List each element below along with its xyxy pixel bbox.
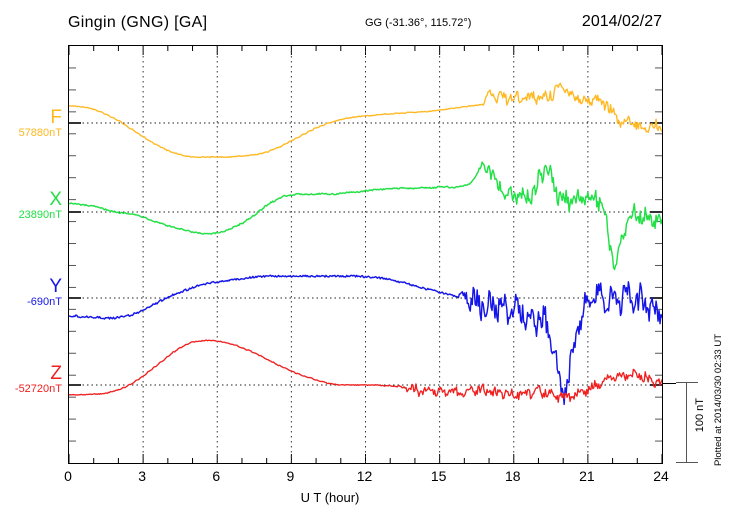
x-tick-label-24: 24 bbox=[653, 468, 669, 484]
component-label-y: Y -690nT bbox=[6, 277, 62, 309]
scale-bar-label: 100 nT bbox=[694, 398, 706, 433]
x-tick-label-9: 9 bbox=[286, 468, 295, 484]
scale-bar-line bbox=[686, 382, 688, 463]
component-letter-x: X bbox=[49, 189, 62, 210]
geographic-coordinates: GG (-31.36°, 115.72°) bbox=[365, 17, 472, 29]
x-tick-label-18: 18 bbox=[504, 468, 521, 484]
observation-date: 2014/02/27 bbox=[581, 13, 662, 30]
plotted-timestamp: Plotted at 2014/03/30 02:33 UT bbox=[713, 334, 724, 467]
component-label-z: Z -52720nT bbox=[6, 364, 62, 396]
component-letter-z: Z bbox=[50, 363, 62, 384]
scale-bar bbox=[676, 382, 698, 463]
component-baseline-y: -690nT bbox=[27, 296, 62, 308]
component-baseline-x: 23890nT bbox=[18, 209, 62, 221]
x-tick-label-3: 3 bbox=[138, 468, 147, 484]
x-axis-title: U T (hour) bbox=[300, 490, 360, 505]
trace-canvas bbox=[69, 46, 662, 463]
magnetogram-plot-area bbox=[68, 45, 663, 464]
component-baseline-f: 57880nT bbox=[18, 127, 62, 139]
x-tick-label-0: 0 bbox=[64, 468, 72, 484]
scale-bar-bottom-cap bbox=[676, 461, 698, 463]
component-label-f: F 57880nT bbox=[6, 108, 62, 140]
component-baseline-z: -52720nT bbox=[14, 383, 62, 395]
x-tick-label-15: 15 bbox=[430, 468, 447, 484]
station-title: Gingin (GNG) [GA] bbox=[68, 14, 208, 31]
component-letter-y: Y bbox=[49, 276, 62, 297]
component-label-x: X 23890nT bbox=[6, 190, 62, 222]
x-tick-label-12: 12 bbox=[356, 468, 373, 484]
x-tick-label-6: 6 bbox=[212, 468, 221, 484]
component-letter-f: F bbox=[50, 107, 62, 128]
x-tick-label-21: 21 bbox=[579, 468, 595, 484]
right-axis-reference-tick bbox=[663, 383, 676, 385]
